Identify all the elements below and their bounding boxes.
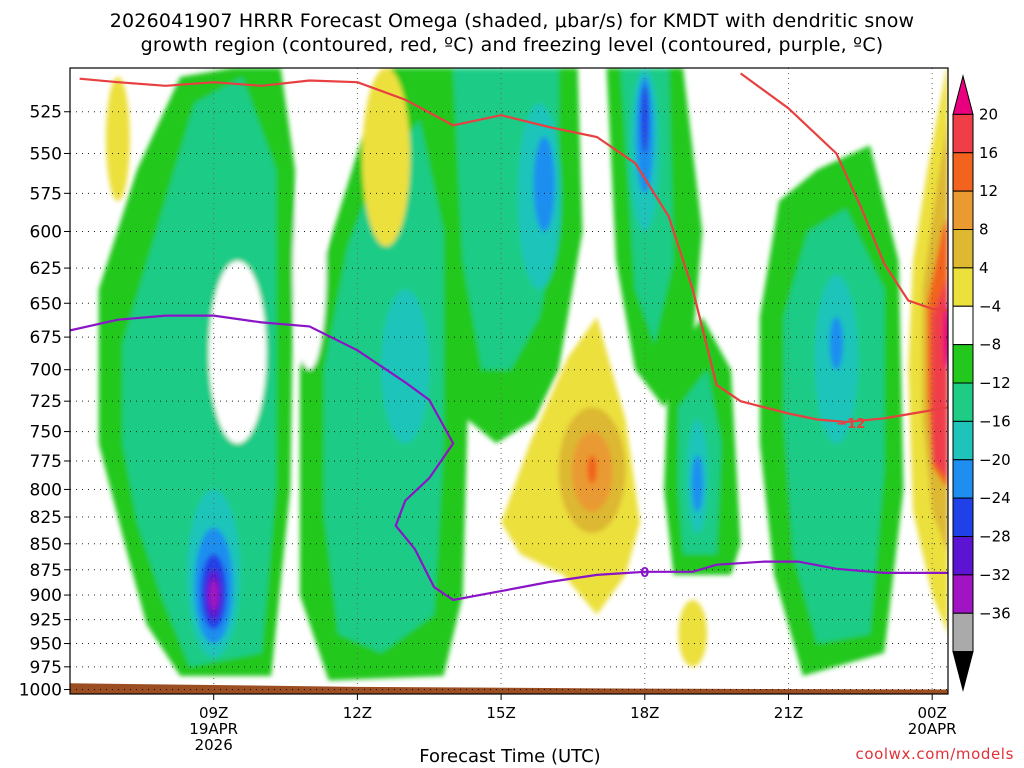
colorbar-bin xyxy=(952,305,974,346)
x-tick-date-label: 20APR xyxy=(908,720,957,738)
site-credit: coolwx.com/models xyxy=(855,745,1014,763)
colorbar-bin xyxy=(952,612,974,653)
contour-lines xyxy=(70,72,948,602)
colorbar-label: −28 xyxy=(979,528,1011,546)
omega-hole-white xyxy=(292,169,327,370)
y-tick-label: 875 xyxy=(30,561,62,581)
y-tick-label: 775 xyxy=(30,452,62,472)
omega-descent-yellow xyxy=(105,76,130,202)
x-tick-date-label: 19APR xyxy=(189,720,238,738)
colorbar-bin xyxy=(952,574,974,614)
omega-hole-white xyxy=(208,260,267,444)
y-tick-label: 850 xyxy=(30,535,62,555)
y-tick-label: 750 xyxy=(30,423,62,443)
y-tick-label: 700 xyxy=(30,361,62,381)
x-axis-label: Forecast Time (UTC) xyxy=(419,746,601,767)
freezing-level-label: 0 xyxy=(640,566,649,581)
y-tick-label: 525 xyxy=(30,103,62,123)
omega-descent-darkorange xyxy=(587,455,597,484)
colorbar-label: 16 xyxy=(979,144,998,162)
grid-lines xyxy=(70,68,948,694)
omega-descent-magenta xyxy=(942,303,948,370)
colorbar-bin xyxy=(952,267,974,307)
x-tick-label: 18Z xyxy=(630,704,659,722)
omega-core-cyan xyxy=(381,289,430,444)
y-tick-label: 925 xyxy=(30,611,62,631)
omega-core-lightblue xyxy=(829,316,844,370)
x-tick-year-label: 2026 xyxy=(195,736,233,754)
y-tick-label: 675 xyxy=(30,328,62,348)
omega-core-lightblue xyxy=(533,137,555,232)
colorbar-bin xyxy=(952,536,974,576)
y-tick-label: 950 xyxy=(30,635,62,655)
y-tick-label: 1000 xyxy=(19,681,62,701)
chart-title-line2: growth region (contoured, red, ºC) and f… xyxy=(140,34,884,56)
plot-frame xyxy=(69,67,949,695)
x-tick-label: 12Z xyxy=(343,704,372,722)
y-tick-label: 625 xyxy=(30,259,62,279)
omega-descent-yellow xyxy=(678,600,708,667)
colorbar-label: −8 xyxy=(979,336,1001,354)
colorbar-bin xyxy=(952,113,974,154)
y-tick-label: 550 xyxy=(30,144,62,164)
contour-labels: −12 0 xyxy=(640,417,865,581)
colorbar-label: −12 xyxy=(979,374,1011,392)
colorbar-legend: 20 16 12 8 4 −4 −8 −12 −16 −20 −24 −28 −32 −36 xyxy=(952,74,1011,692)
colorbar-label: −36 xyxy=(979,604,1011,622)
colorbar-arrow-top xyxy=(952,74,974,115)
colorbar-label: 4 xyxy=(979,259,989,277)
y-tick-label: 600 xyxy=(30,222,62,242)
y-tick-label: 975 xyxy=(30,658,62,678)
y-tick-label: 800 xyxy=(30,480,62,500)
colorbar-arrow-bottom xyxy=(952,651,974,692)
x-tick-label: 15Z xyxy=(486,704,515,722)
colorbar-bin xyxy=(952,497,974,537)
colorbar-bin xyxy=(952,382,974,422)
colorbar-bin xyxy=(952,152,974,192)
colorbar-bin xyxy=(952,420,974,461)
y-tick-label: 575 xyxy=(30,184,62,204)
colorbar-label: 12 xyxy=(979,182,998,200)
colorbar-label: 8 xyxy=(979,221,989,239)
x-tick-label: 09Z xyxy=(199,704,228,722)
dgz-contour-minus12 xyxy=(79,77,948,424)
omega-core-lightblue xyxy=(691,455,704,512)
omega-core-blue xyxy=(640,85,649,154)
omega-shading xyxy=(70,68,948,694)
terrain-strip xyxy=(70,683,948,694)
colorbar-bin xyxy=(952,344,974,384)
freezing-level-contour xyxy=(70,314,948,602)
colorbar-label: 20 xyxy=(979,105,998,123)
y-tick-label: 900 xyxy=(30,586,62,606)
omega-area-teal xyxy=(122,76,276,667)
dgz-contour-minus12-upper xyxy=(739,72,948,312)
colorbar-label: −4 xyxy=(979,297,1001,315)
colorbar-label: −24 xyxy=(979,489,1011,507)
omega-fields xyxy=(98,68,948,681)
omega-descent-yellow xyxy=(362,68,411,247)
y-tick-label: 650 xyxy=(30,294,62,314)
x-tick-label: 00Z xyxy=(918,704,947,722)
y-tick-label: 725 xyxy=(30,392,62,412)
chart-title-line1: 2026041907 HRRR Forecast Omega (shaded, … xyxy=(109,10,915,32)
dgz-contour-label: −12 xyxy=(836,417,865,432)
colorbar-bin xyxy=(952,459,974,499)
x-tick-label: 21Z xyxy=(774,704,803,722)
colorbar-label: −20 xyxy=(979,451,1011,469)
y-tick-label: 825 xyxy=(30,508,62,528)
y-axis: 525 550 575 600 625 650 675 700 725 750 775 800 825 8… xyxy=(19,103,70,701)
colorbar-label: −32 xyxy=(979,566,1011,584)
colorbar-bin xyxy=(952,229,974,269)
colorbar-label: −16 xyxy=(979,412,1011,430)
colorbar-bin xyxy=(952,190,974,230)
omega-core-magenta xyxy=(208,579,219,610)
